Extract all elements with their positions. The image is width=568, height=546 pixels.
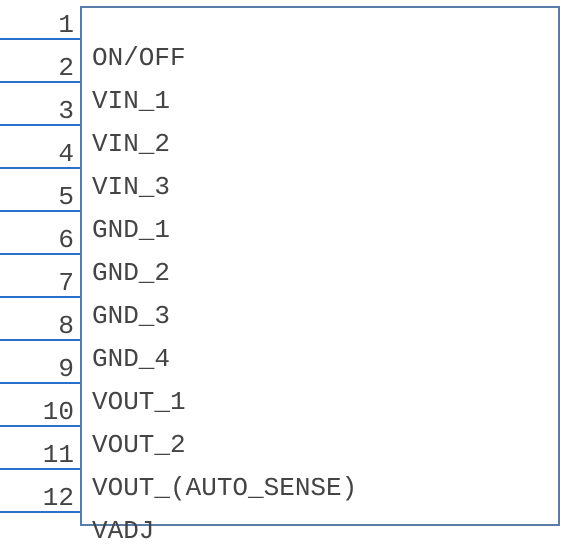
pin-number-12: 12	[0, 483, 74, 513]
pin-label-12: VADJ	[92, 516, 154, 546]
pin-number-9: 9	[0, 354, 74, 384]
pin-label-6: GND_2	[92, 258, 170, 288]
pin-number-7: 7	[0, 268, 74, 298]
pin-label-8: GND_4	[92, 344, 170, 374]
pin-label-10: VOUT_2	[92, 430, 186, 460]
pin-label-7: GND_3	[92, 301, 170, 331]
pin-label-5: GND_1	[92, 215, 170, 245]
pin-number-10: 10	[0, 397, 74, 427]
pin-label-2: VIN_1	[92, 86, 170, 116]
pin-number-3: 3	[0, 96, 74, 126]
pin-number-4: 4	[0, 139, 74, 169]
pin-label-4: VIN_3	[92, 172, 170, 202]
pin-number-8: 8	[0, 311, 74, 341]
pin-number-11: 11	[0, 440, 74, 470]
pin-number-1: 1	[0, 10, 74, 40]
pin-number-5: 5	[0, 182, 74, 212]
pin-label-11: VOUT_(AUTO_SENSE)	[92, 473, 357, 503]
pin-label-9: VOUT_1	[92, 387, 186, 417]
pin-label-1: ON/OFF	[92, 43, 186, 73]
pin-number-2: 2	[0, 53, 74, 83]
pin-label-3: VIN_2	[92, 129, 170, 159]
pin-number-6: 6	[0, 225, 74, 255]
